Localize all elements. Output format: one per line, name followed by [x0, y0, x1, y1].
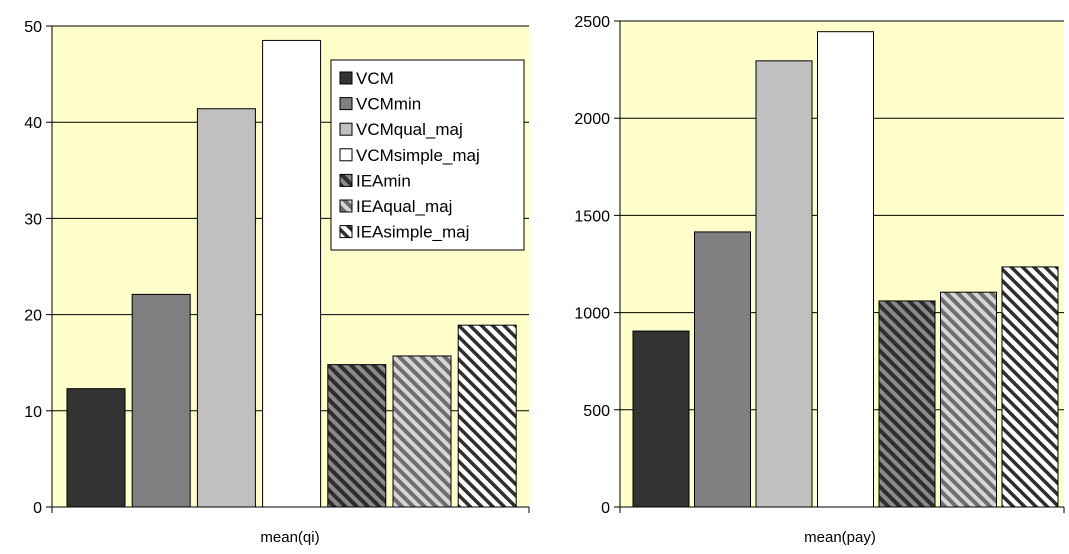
bar-IEAmin	[327, 364, 387, 508]
y-tick-label: 40	[24, 115, 42, 132]
bar-IEAqual_maj	[940, 291, 997, 508]
legend-label: VCM	[356, 69, 394, 88]
y-tick-label: 1000	[574, 306, 610, 323]
legend-swatch	[339, 71, 353, 85]
legend-item: IEAmin	[339, 171, 411, 190]
bar-VCMmin	[694, 231, 751, 508]
legend-item: VCM	[339, 69, 394, 88]
legend-label: IEAsimple_maj	[356, 223, 469, 242]
legend-swatch	[339, 173, 353, 187]
legend-swatch	[339, 199, 353, 213]
legend-item: VCMqual_maj	[339, 120, 463, 139]
legend-label: VCMsimple_maj	[356, 146, 480, 165]
legend-item: VCMsimple_maj	[339, 146, 480, 165]
bar-IEAqual_maj	[392, 355, 452, 508]
x-axis-label: mean(pay)	[804, 529, 876, 546]
legend-label: IEAmin	[356, 171, 411, 190]
bar-VCMsimple_maj	[262, 39, 322, 508]
x-axis-label: mean(qi)	[260, 529, 319, 546]
y-tick-label: 50	[24, 19, 42, 36]
legend: VCM VCMmin VCMqual_maj VCMsimple_maj IEAmin I…	[330, 59, 525, 251]
bar-VCMqual_maj	[755, 60, 813, 508]
chart-mean-pay: 0 500 1000 1500 2000 2500 mean(pay)	[574, 14, 1065, 546]
bar-VCM	[66, 388, 126, 508]
bar-IEAmin	[878, 300, 936, 508]
chart-mean-qi: 0 10 20 30 40 50 mean(qi) VCM VCMmin VCMqual_ma…	[24, 19, 530, 546]
legend-item: IEAqual_maj	[339, 197, 452, 216]
legend-label: IEAqual_maj	[356, 197, 452, 216]
y-tick-label: 10	[24, 404, 42, 421]
y-tick-label: 0	[601, 500, 610, 517]
bar-VCMmin	[131, 293, 191, 508]
bar-IEAsimple_maj	[457, 324, 517, 508]
y-tick-label: 30	[24, 211, 42, 228]
legend-item: IEAsimple_maj	[339, 223, 469, 242]
bar-IEAsimple_maj	[1001, 266, 1059, 508]
legend-item: VCMmin	[339, 95, 421, 114]
legend-swatch	[339, 225, 353, 239]
bar-VCMqual_maj	[196, 108, 256, 508]
y-tick-label: 2500	[574, 14, 610, 31]
legend-box	[330, 59, 525, 251]
y-tick-label: 500	[583, 403, 610, 420]
legend-label: VCMmin	[356, 95, 421, 114]
y-tick-label: 2000	[574, 111, 610, 128]
bar-VCMsimple_maj	[817, 31, 874, 508]
y-tick-label: 1500	[574, 208, 610, 225]
bar-VCM	[632, 330, 690, 508]
legend-label: VCMqual_maj	[356, 120, 463, 139]
y-tick-label: 0	[33, 500, 42, 517]
legend-swatch	[339, 122, 353, 136]
legend-swatch	[339, 97, 353, 111]
legend-swatch	[339, 148, 353, 162]
y-tick-label: 20	[24, 308, 42, 325]
